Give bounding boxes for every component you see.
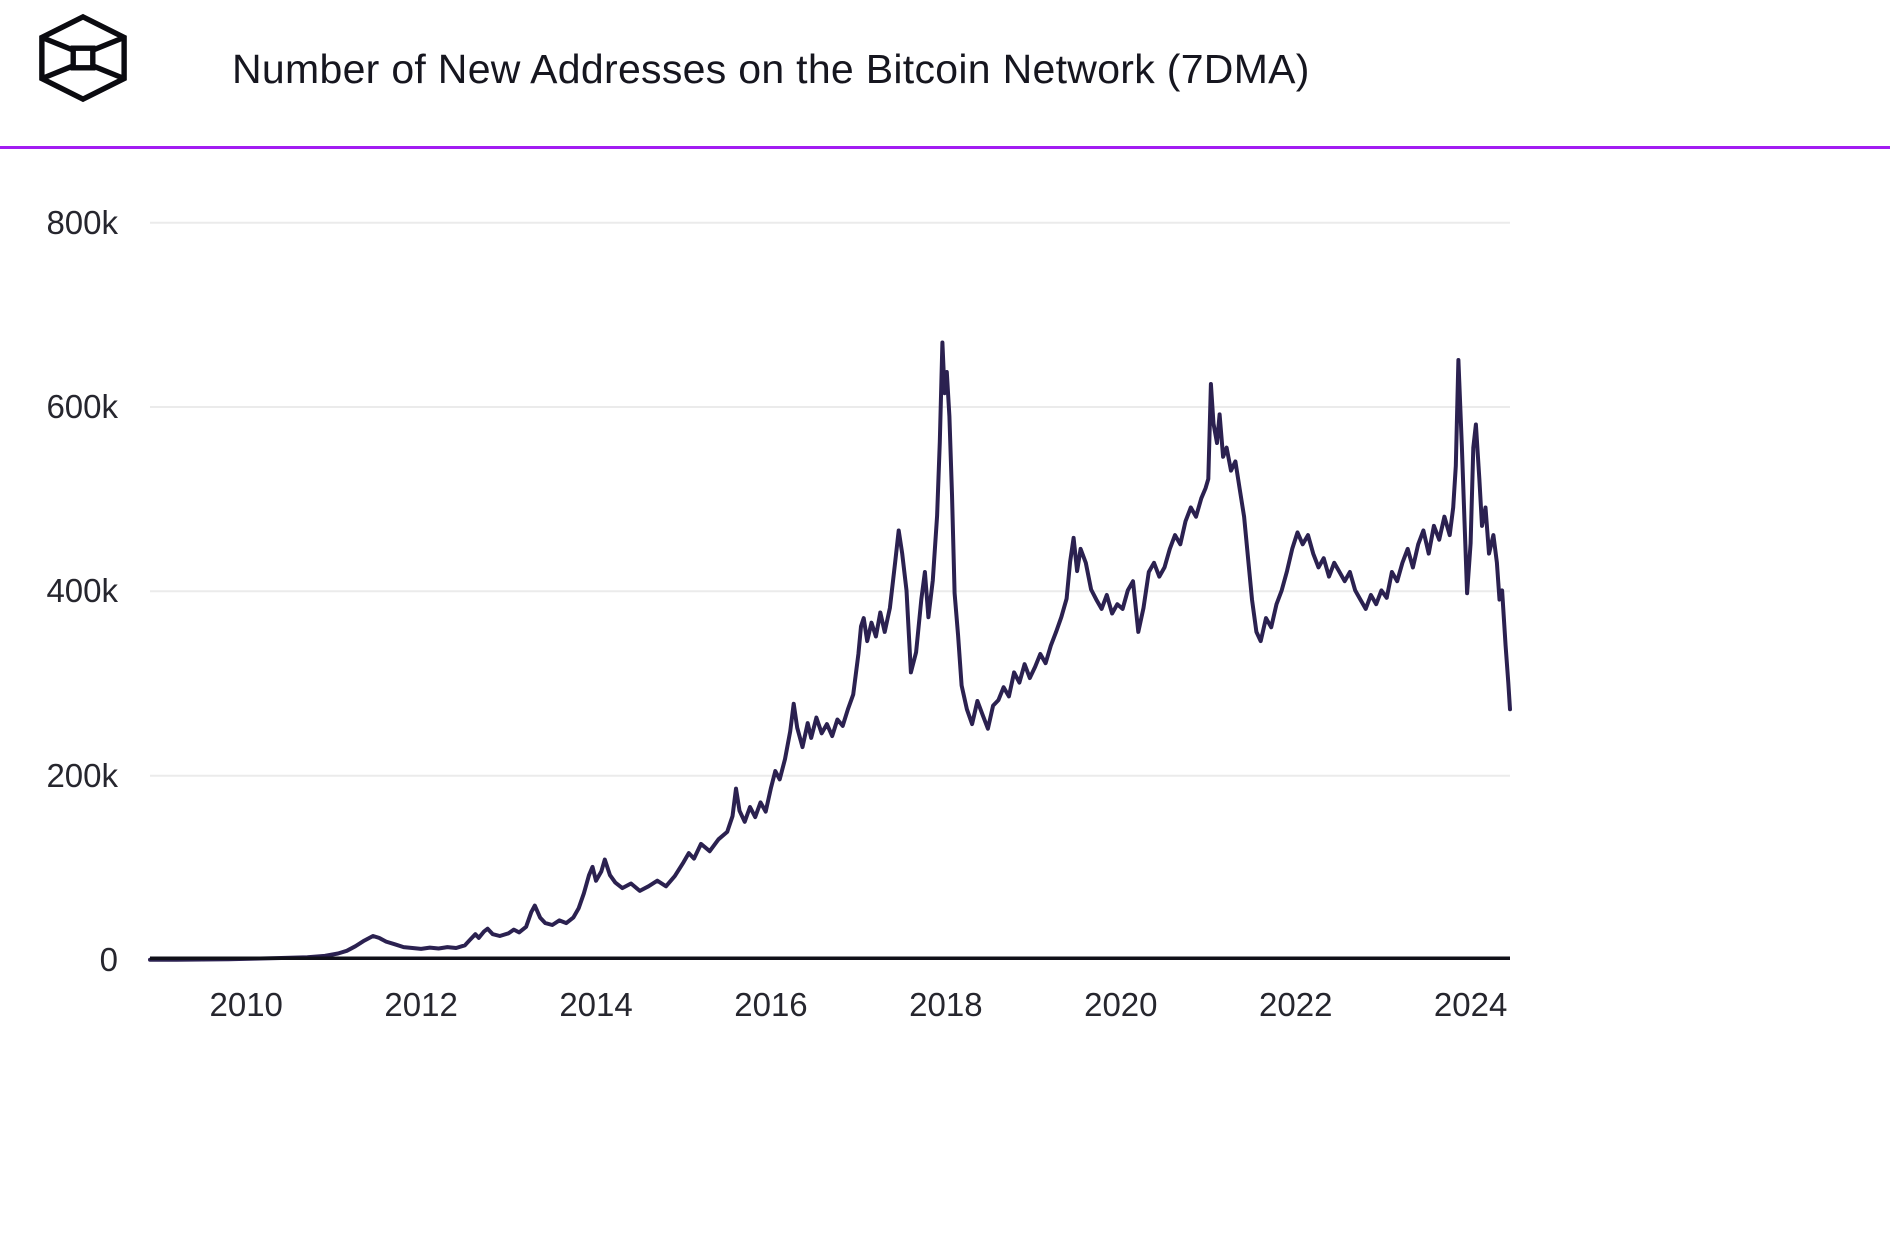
x-tick-label: 2012 bbox=[384, 986, 458, 1023]
y-tick-label: 600k bbox=[46, 388, 118, 426]
y-tick-label: 800k bbox=[46, 203, 118, 241]
chart-header: Number of New Addresses on the Bitcoin N… bbox=[0, 0, 1890, 146]
y-tick-label: 0 bbox=[99, 941, 118, 978]
x-tick-label: 2024 bbox=[1433, 986, 1508, 1023]
x-tick-label: 2014 bbox=[559, 986, 633, 1023]
y-axis-labels: 0 200k 400k 600k 800k bbox=[0, 172, 118, 978]
x-tick-label: 2022 bbox=[1259, 986, 1333, 1023]
y-tick-label: 400k bbox=[46, 572, 118, 610]
x-tick-label: 2020 bbox=[1084, 986, 1158, 1023]
x-tick-label: 2018 bbox=[909, 986, 983, 1023]
header-accent-rule bbox=[0, 146, 1890, 149]
gridlines-group bbox=[150, 221, 1510, 777]
wireframe-cube-logo-icon bbox=[36, 11, 130, 105]
x-tick-label: 2016 bbox=[734, 986, 808, 1023]
line-chart-svg bbox=[148, 221, 1512, 962]
chart-title: Number of New Addresses on the Bitcoin N… bbox=[232, 46, 1310, 92]
x-axis-labels: 2010 2012 2014 2016 2018 2020 2022 2024 bbox=[150, 986, 1510, 1032]
line-series bbox=[148, 340, 1512, 962]
plot-area bbox=[148, 172, 1512, 962]
y-tick-label: 200k bbox=[46, 756, 118, 794]
x-tick-label: 2010 bbox=[209, 986, 283, 1023]
